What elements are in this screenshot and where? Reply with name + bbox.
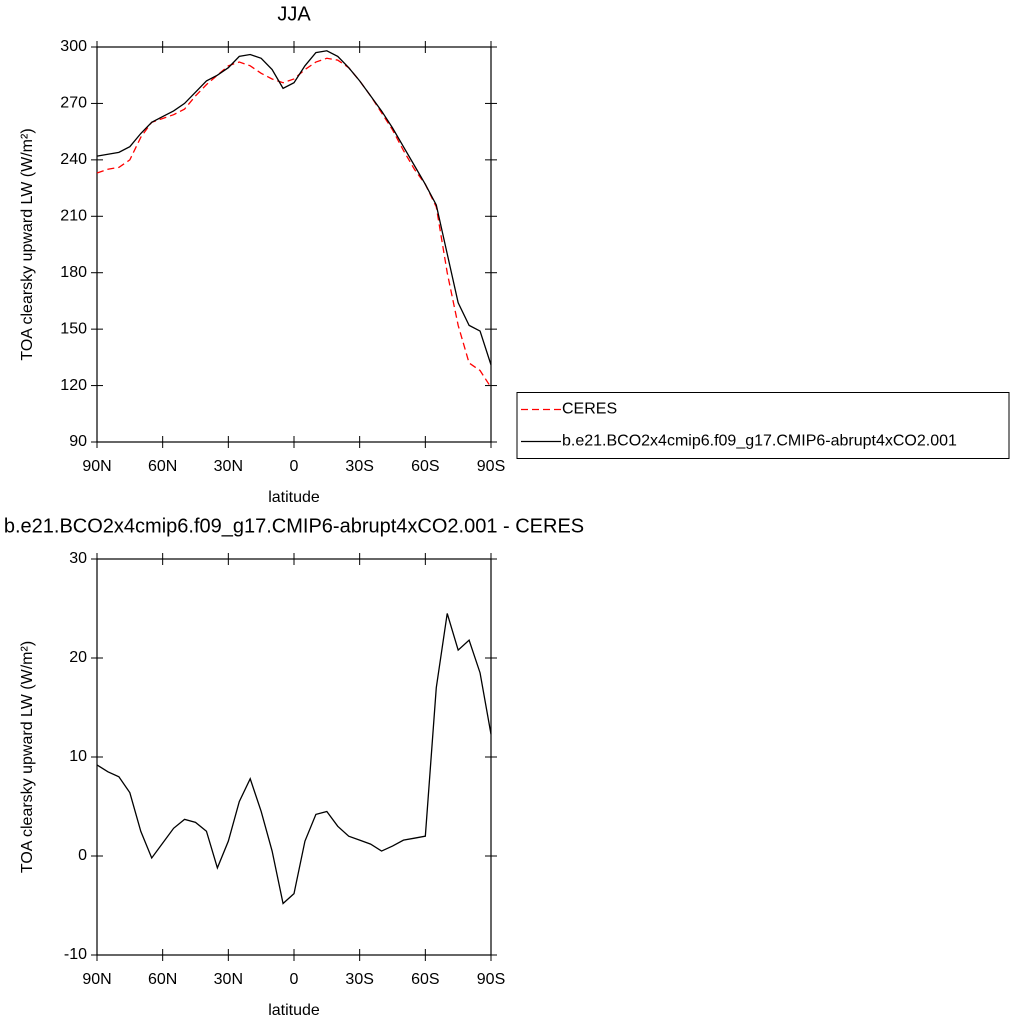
x-tick-label: 0 [290, 971, 299, 988]
y-tick-label: 20 [69, 649, 87, 666]
y-axis-label: TOA clearsky upward LW (W/m²) [19, 128, 36, 360]
x-tick-label: 90S [477, 971, 505, 988]
y-tick-label: 180 [60, 264, 87, 281]
x-tick-label: 30S [345, 971, 373, 988]
data-line [96, 613, 492, 905]
chart-panel: b.e21.BCO2x4cmip6.f09_g17.CMIP6-abrupt4x… [4, 515, 584, 1019]
y-tick-label: 300 [60, 38, 87, 55]
y-axis-label: TOA clearsky upward LW (W/m²) [19, 641, 36, 873]
y-tick-label: 270 [60, 95, 87, 112]
x-tick-label: 90S [477, 458, 505, 475]
y-tick-label: 120 [60, 377, 87, 394]
y-tick-label: 90 [69, 433, 87, 450]
y-tick-label: 240 [60, 151, 87, 168]
y-tick-label: 10 [69, 748, 87, 765]
x-tick-label: 30N [214, 971, 243, 988]
chart-title: b.e21.BCO2x4cmip6.f09_g17.CMIP6-abrupt4x… [4, 515, 584, 537]
chart-title: JJA [277, 3, 311, 25]
x-tick-label: 30S [345, 458, 373, 475]
legend: CERES b.e21.BCO2x4cmip6.f09_g17.CMIP6-abr… [516, 392, 1010, 459]
x-tick-label: 60N [148, 458, 177, 475]
x-tick-label: 60S [411, 971, 439, 988]
legend-box [516, 392, 1010, 459]
x-tick-label: 0 [290, 458, 299, 475]
chart-panel: JJA latitude TOA clearsky upward LW (W/m²)… [19, 3, 1010, 506]
x-axis-label: latitude [268, 489, 320, 506]
y-tick-label: 30 [69, 550, 87, 567]
legend-label: b.e21.BCO2x4cmip6.f09_g17.CMIP6-abrupt4x… [562, 433, 957, 450]
y-tick-label: 150 [60, 320, 87, 337]
legend-label: CERES [562, 401, 617, 418]
y-tick-label: -10 [64, 946, 87, 963]
y-tick-label: 0 [78, 847, 87, 864]
y-tick-label: 210 [60, 208, 87, 225]
x-tick-label: 60S [411, 458, 439, 475]
plot-frame [96, 46, 492, 443]
x-tick-label: 60N [148, 971, 177, 988]
plot-frame [96, 558, 492, 956]
x-tick-label: 90N [82, 971, 111, 988]
x-tick-label: 90N [82, 458, 111, 475]
x-tick-label: 30N [214, 458, 243, 475]
data-line [96, 57, 492, 388]
x-axis-label: latitude [268, 1002, 320, 1019]
data-line [96, 50, 492, 366]
